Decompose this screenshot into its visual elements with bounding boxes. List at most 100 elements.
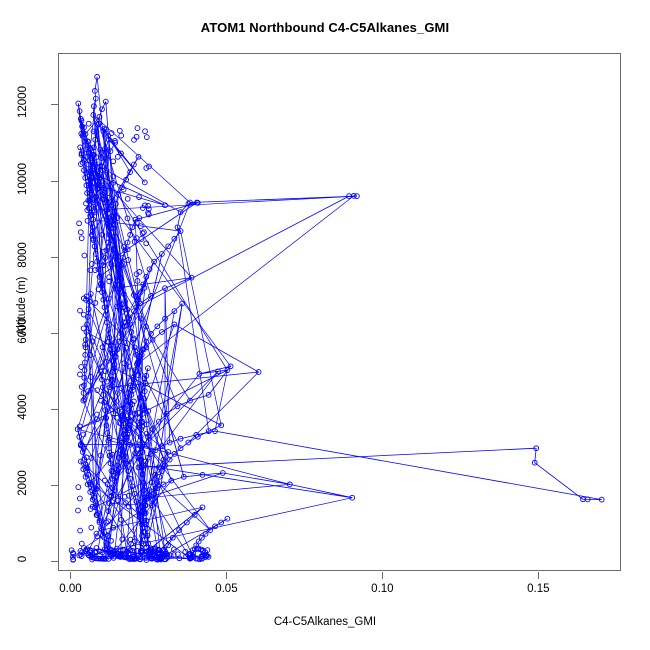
data-point (106, 434, 113, 441)
data-point (96, 517, 103, 524)
profile-connector-line (80, 261, 155, 445)
profile-connector-line (137, 362, 181, 449)
data-point (76, 552, 83, 559)
data-point (98, 280, 104, 287)
data-point (199, 504, 206, 511)
data-point (118, 516, 125, 523)
data-point (115, 551, 121, 558)
data-point (120, 244, 127, 250)
profile-connector-line (89, 98, 97, 149)
data-point (154, 485, 161, 492)
data-point (112, 253, 119, 259)
data-point (130, 335, 137, 342)
data-point (158, 556, 164, 563)
data-point (127, 382, 134, 389)
data-point (98, 525, 104, 532)
profile-connector-line (120, 449, 191, 559)
data-point (105, 327, 112, 333)
data-point (84, 190, 90, 196)
data-point (219, 470, 226, 476)
data-point (127, 232, 133, 238)
data-point (152, 485, 159, 492)
profile-connector-line (102, 387, 211, 531)
profile-connector-line (110, 265, 122, 464)
y-tick-mark (51, 332, 58, 334)
profile-connector-line (147, 484, 290, 499)
data-point (99, 289, 105, 295)
data-point (143, 134, 150, 140)
data-point (137, 394, 143, 401)
data-point (136, 194, 142, 200)
data-point (139, 525, 146, 532)
data-point (77, 495, 83, 502)
data-point (125, 503, 132, 510)
data-point (95, 266, 102, 273)
data-point (138, 456, 145, 463)
data-point (124, 246, 131, 253)
data-point (98, 149, 105, 156)
data-point (92, 267, 98, 273)
profile-connector-line (158, 518, 228, 560)
data-point (131, 398, 137, 405)
data-point (148, 545, 154, 552)
data-point (91, 494, 97, 501)
y-tick-label: 10000 (17, 162, 29, 195)
data-point (137, 300, 143, 307)
data-point (161, 546, 167, 553)
data-point (103, 359, 110, 365)
y-tick-label: 0 (17, 556, 29, 563)
data-point (85, 388, 91, 394)
profile-connector-line (188, 371, 259, 443)
data-point (202, 554, 208, 561)
data-point (171, 546, 177, 553)
data-point (77, 115, 84, 122)
data-point (109, 451, 116, 458)
data-point (159, 251, 165, 257)
data-point (86, 205, 92, 212)
data-point (80, 445, 87, 452)
data-point (90, 112, 97, 118)
data-point (103, 378, 110, 385)
data-point (103, 126, 109, 133)
data-point (83, 454, 90, 461)
data-point (87, 267, 94, 274)
data-point (91, 485, 97, 491)
data-point (102, 98, 109, 105)
data-point (202, 531, 209, 537)
data-point (133, 498, 140, 505)
data-point (218, 519, 225, 526)
data-point (145, 206, 152, 212)
data-point (163, 551, 170, 557)
data-point (103, 207, 110, 214)
data-point (100, 196, 107, 203)
data-point (79, 132, 86, 139)
data-point (95, 121, 101, 128)
data-point (79, 449, 86, 455)
data-point (99, 384, 106, 391)
data-point (82, 174, 89, 181)
profile-connector-line (89, 215, 127, 401)
data-point (102, 254, 109, 261)
data-point (140, 281, 147, 288)
data-point (95, 185, 101, 192)
data-point (101, 399, 108, 406)
profile-connector-line (177, 227, 210, 432)
data-point (108, 213, 115, 220)
data-point (86, 169, 92, 175)
data-point (89, 191, 95, 198)
page-title: ATOM1 Northbound C4-C5Alkanes_GMI (200, 20, 450, 35)
profile-line (115, 195, 357, 289)
data-point (100, 262, 107, 268)
data-point (108, 493, 115, 500)
data-point (78, 540, 85, 547)
data-point (81, 252, 88, 259)
data-point (135, 464, 142, 471)
data-point (218, 422, 225, 429)
data-point (110, 350, 116, 357)
data-point (134, 125, 141, 131)
data-point (102, 407, 109, 413)
data-point (81, 367, 88, 373)
data-point (79, 159, 86, 166)
data-point (97, 146, 104, 153)
data-point (127, 475, 133, 482)
